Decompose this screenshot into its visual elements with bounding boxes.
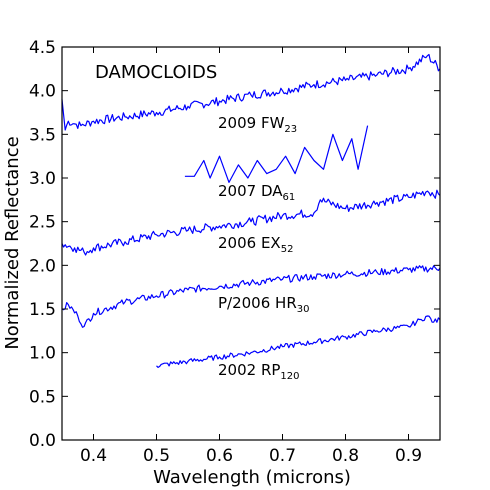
y-tick-label: 4.5 <box>29 38 56 58</box>
series-label: 2006 EX52 <box>218 234 293 255</box>
x-tick-label: 0.5 <box>143 446 170 466</box>
chart-title: DAMOCLOIDS <box>95 62 217 83</box>
series-label-subscript: 120 <box>280 371 299 382</box>
x-axis-label: Wavelength (microns) <box>153 467 351 488</box>
series-label-subscript: 23 <box>284 124 297 135</box>
y-tick-label: 0.5 <box>29 387 56 407</box>
series-layer <box>61 53 441 368</box>
series-line <box>61 265 441 328</box>
y-tick-label: 1.5 <box>29 300 56 320</box>
y-tick-label: 2.5 <box>29 213 56 233</box>
y-axis-label: Normalized Reflectance <box>2 136 23 349</box>
y-tick-label: 1.0 <box>29 344 56 364</box>
y-tick-label: 2.0 <box>29 256 56 276</box>
series-label: P/2006 HR30 <box>218 294 309 315</box>
x-tick-label: 0.8 <box>332 446 359 466</box>
x-tick-label: 0.9 <box>395 446 422 466</box>
series-label: 2009 FW23 <box>218 114 297 135</box>
series-label-subscript: 52 <box>281 244 294 255</box>
series-line <box>61 53 441 131</box>
x-tick-label: 0.7 <box>269 446 296 466</box>
series-label-subscript: 30 <box>297 304 310 315</box>
series-line <box>156 315 441 368</box>
y-tick-label: 4.0 <box>29 82 56 102</box>
y-tick-label: 0.0 <box>29 431 56 451</box>
x-tick-label: 0.4 <box>80 446 107 466</box>
plot-frame <box>61 46 441 441</box>
x-tick-label: 0.6 <box>206 446 233 466</box>
series-label-layer: 2009 FW23 2007 DA61 2006 EX52 P/2006 HR30 20… <box>218 114 309 382</box>
series-label: 2002 RP120 <box>218 361 300 382</box>
series-label-subscript: 61 <box>283 192 296 203</box>
series-line <box>61 189 441 256</box>
y-tick-label: 3.5 <box>29 125 56 145</box>
y-tick-label: 3.0 <box>29 169 56 189</box>
tick-layer: 0.4 0.5 0.6 0.7 0.8 0.9 0.0 0.5 1.0 1.5 2.0 2.5 3.0 3… <box>29 38 440 466</box>
series-label: 2007 DA61 <box>218 182 295 203</box>
series-line <box>184 125 369 183</box>
